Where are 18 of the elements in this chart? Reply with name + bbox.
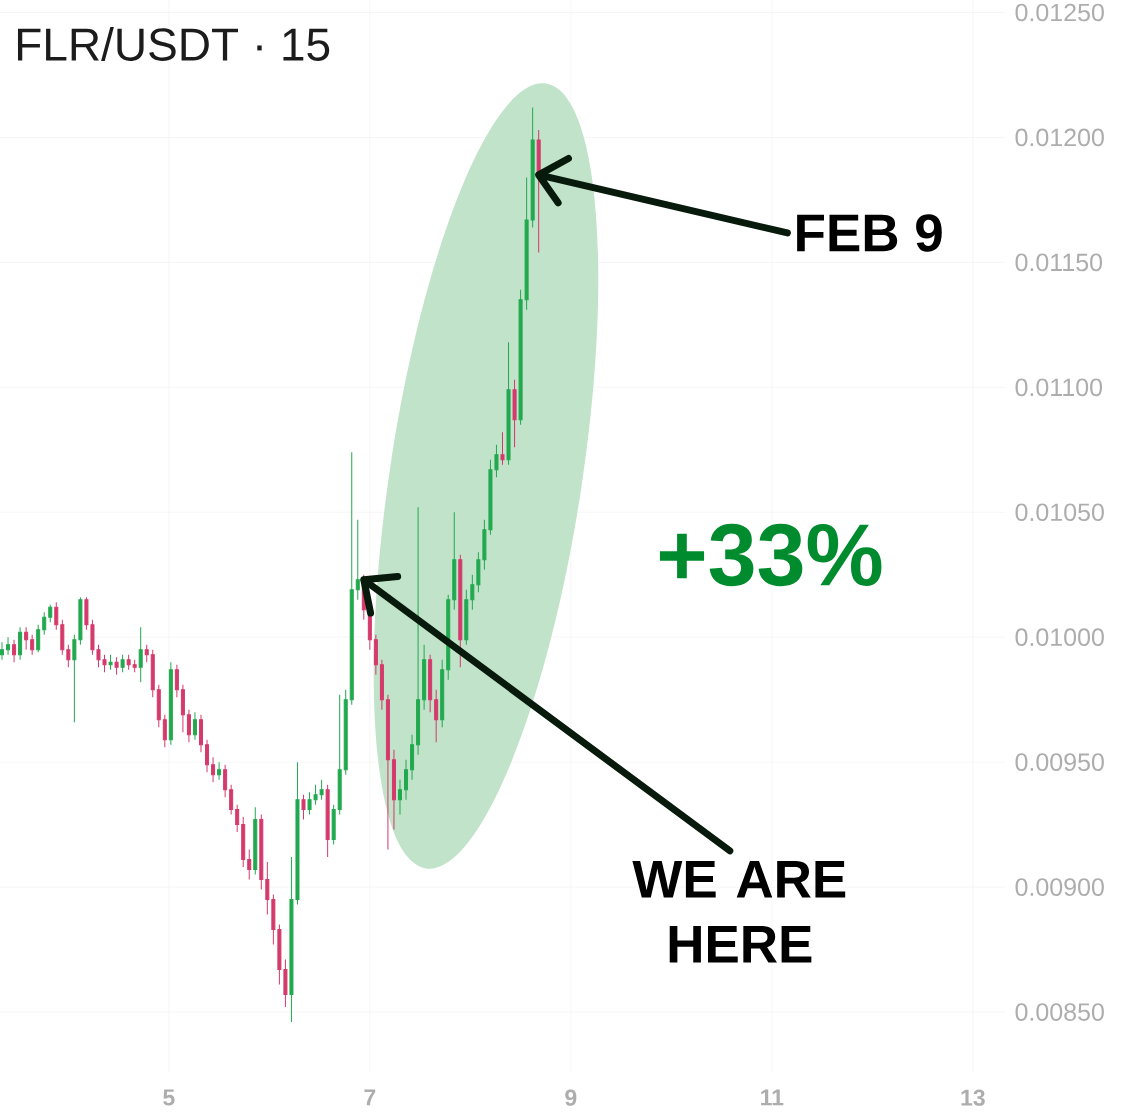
annotation: FEB 9 bbox=[797, 214, 942, 252]
x-tick-label: 13 bbox=[961, 1089, 985, 1106]
x-tick-label: 11 bbox=[761, 1089, 784, 1106]
annotation: WE ARE HERE bbox=[632, 861, 846, 963]
y-tick-label: 0.01200 bbox=[1015, 128, 1104, 147]
y-tick-label: 0.01250 bbox=[1015, 3, 1104, 22]
y-tick-label: 0.01150 bbox=[1015, 253, 1103, 272]
x-tick-label: 9 bbox=[565, 1089, 577, 1106]
y-tick-label: 0.01050 bbox=[1015, 503, 1104, 522]
x-tick-label: 7 bbox=[364, 1089, 376, 1106]
y-tick-label: 0.00850 bbox=[1015, 1003, 1104, 1021]
y-tick-label: 0.01100 bbox=[1015, 378, 1103, 397]
y-tick-label: 0.01000 bbox=[1015, 628, 1104, 647]
x-tick-label: 5 bbox=[163, 1089, 175, 1106]
chart-title: FLR/USDT · 15 bbox=[17, 27, 330, 61]
annotation: +33% bbox=[659, 523, 882, 587]
y-tick-label: 0.00900 bbox=[1015, 878, 1104, 896]
y-tick-label: 0.00950 bbox=[1015, 753, 1104, 771]
